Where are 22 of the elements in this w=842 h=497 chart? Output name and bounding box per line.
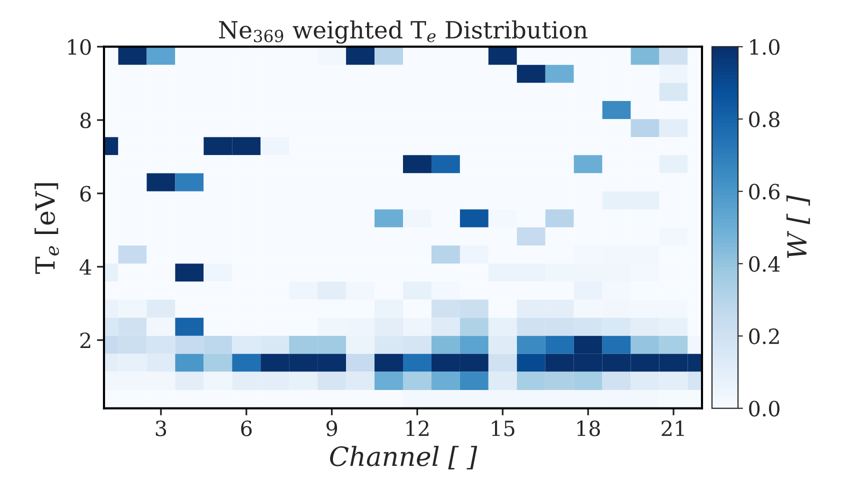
x-tick-label: 3 — [156, 420, 166, 436]
y-tick-label: 10 — [68, 39, 91, 55]
color-bar-label: 0.4 — [749, 256, 780, 272]
color-bar-title: W [ ] — [786, 195, 810, 258]
y-tick-label: 2 — [80, 332, 90, 348]
x-axis-title: Channel [ ] — [330, 446, 478, 470]
chart-title: Ne$_{369}$ weighted T$_{e}$ Distribution — [219, 20, 588, 44]
color-bar-label: 1.0 — [750, 39, 780, 55]
color-bar-label: 0.6 — [749, 184, 780, 200]
y-tick-label: 8 — [80, 112, 91, 128]
x-tick-label: 9 — [326, 420, 338, 436]
x-tick-label: 6 — [241, 420, 252, 436]
color-bar-label: 0.2 — [749, 328, 779, 344]
x-tick-label: 15 — [492, 420, 514, 436]
y-tick-label: 4 — [80, 259, 92, 275]
x-tick-label: 18 — [577, 420, 600, 436]
y-axis-title: T$_{e}$ [eV] — [34, 183, 60, 274]
color-bar-label: 0.8 — [749, 111, 780, 128]
x-tick-label: 12 — [406, 420, 428, 436]
color-bar-label: 0.0 — [749, 400, 780, 417]
y-tick-label: 6 — [80, 186, 91, 202]
x-tick-label: 21 — [662, 420, 684, 436]
